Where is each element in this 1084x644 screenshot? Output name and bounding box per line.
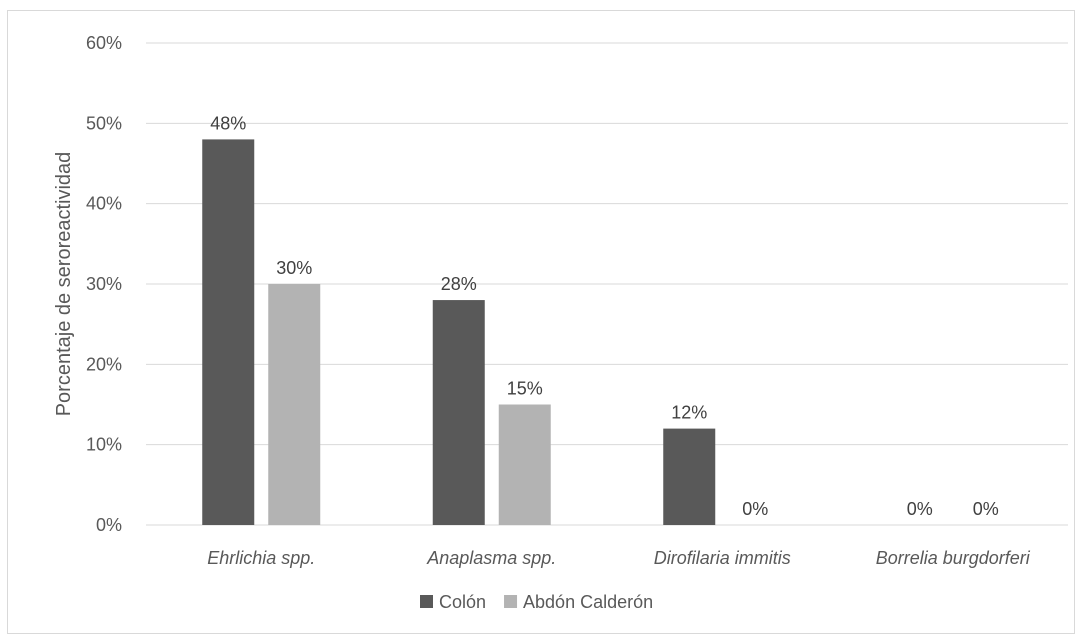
bar: [663, 428, 716, 525]
legend-label: Colón: [439, 592, 486, 612]
y-tick-label: 10%: [86, 435, 122, 455]
bar: [268, 284, 321, 525]
x-axis-category-labels: Ehrlichia spp. Anaplasma spp. Dirofilaria …: [207, 548, 1031, 568]
data-label: 30%: [276, 258, 312, 278]
data-label: 0%: [742, 499, 768, 519]
bar: [432, 300, 485, 525]
data-labels: 48% 30% 28% 15% 12% 0% 0% 0%: [210, 113, 999, 519]
legend: Colón Abdón Calderón: [420, 592, 653, 612]
y-tick-label: 30%: [86, 274, 122, 294]
y-axis-tick-labels: 0% 10% 20% 30% 40% 50% 60%: [86, 33, 122, 535]
y-tick-label: 0%: [96, 515, 122, 535]
y-axis-title: Porcentaje de seroreactividad: [53, 152, 75, 417]
y-tick-label: 60%: [86, 33, 122, 53]
y-tick-label: 20%: [86, 354, 122, 374]
x-category-label: Ehrlichia spp.: [207, 548, 315, 568]
data-label: 0%: [907, 499, 933, 519]
x-category-label: Anaplasma spp.: [426, 548, 556, 568]
bar: [202, 139, 255, 525]
legend-swatch: [420, 595, 433, 608]
data-label: 48%: [210, 113, 246, 133]
legend-label: Abdón Calderón: [523, 592, 653, 612]
y-tick-label: 50%: [86, 113, 122, 133]
data-label: 0%: [973, 499, 999, 519]
bar: [498, 404, 551, 525]
y-tick-label: 40%: [86, 194, 122, 214]
data-label: 12%: [671, 403, 707, 423]
data-label: 28%: [441, 274, 477, 294]
legend-swatch: [504, 595, 518, 608]
x-category-label: Borrelia burgdorferi: [876, 548, 1031, 568]
data-label: 15%: [507, 379, 543, 399]
bars: [202, 139, 716, 525]
x-category-label: Dirofilaria immitis: [654, 548, 791, 568]
chart-frame: [7, 10, 1075, 634]
